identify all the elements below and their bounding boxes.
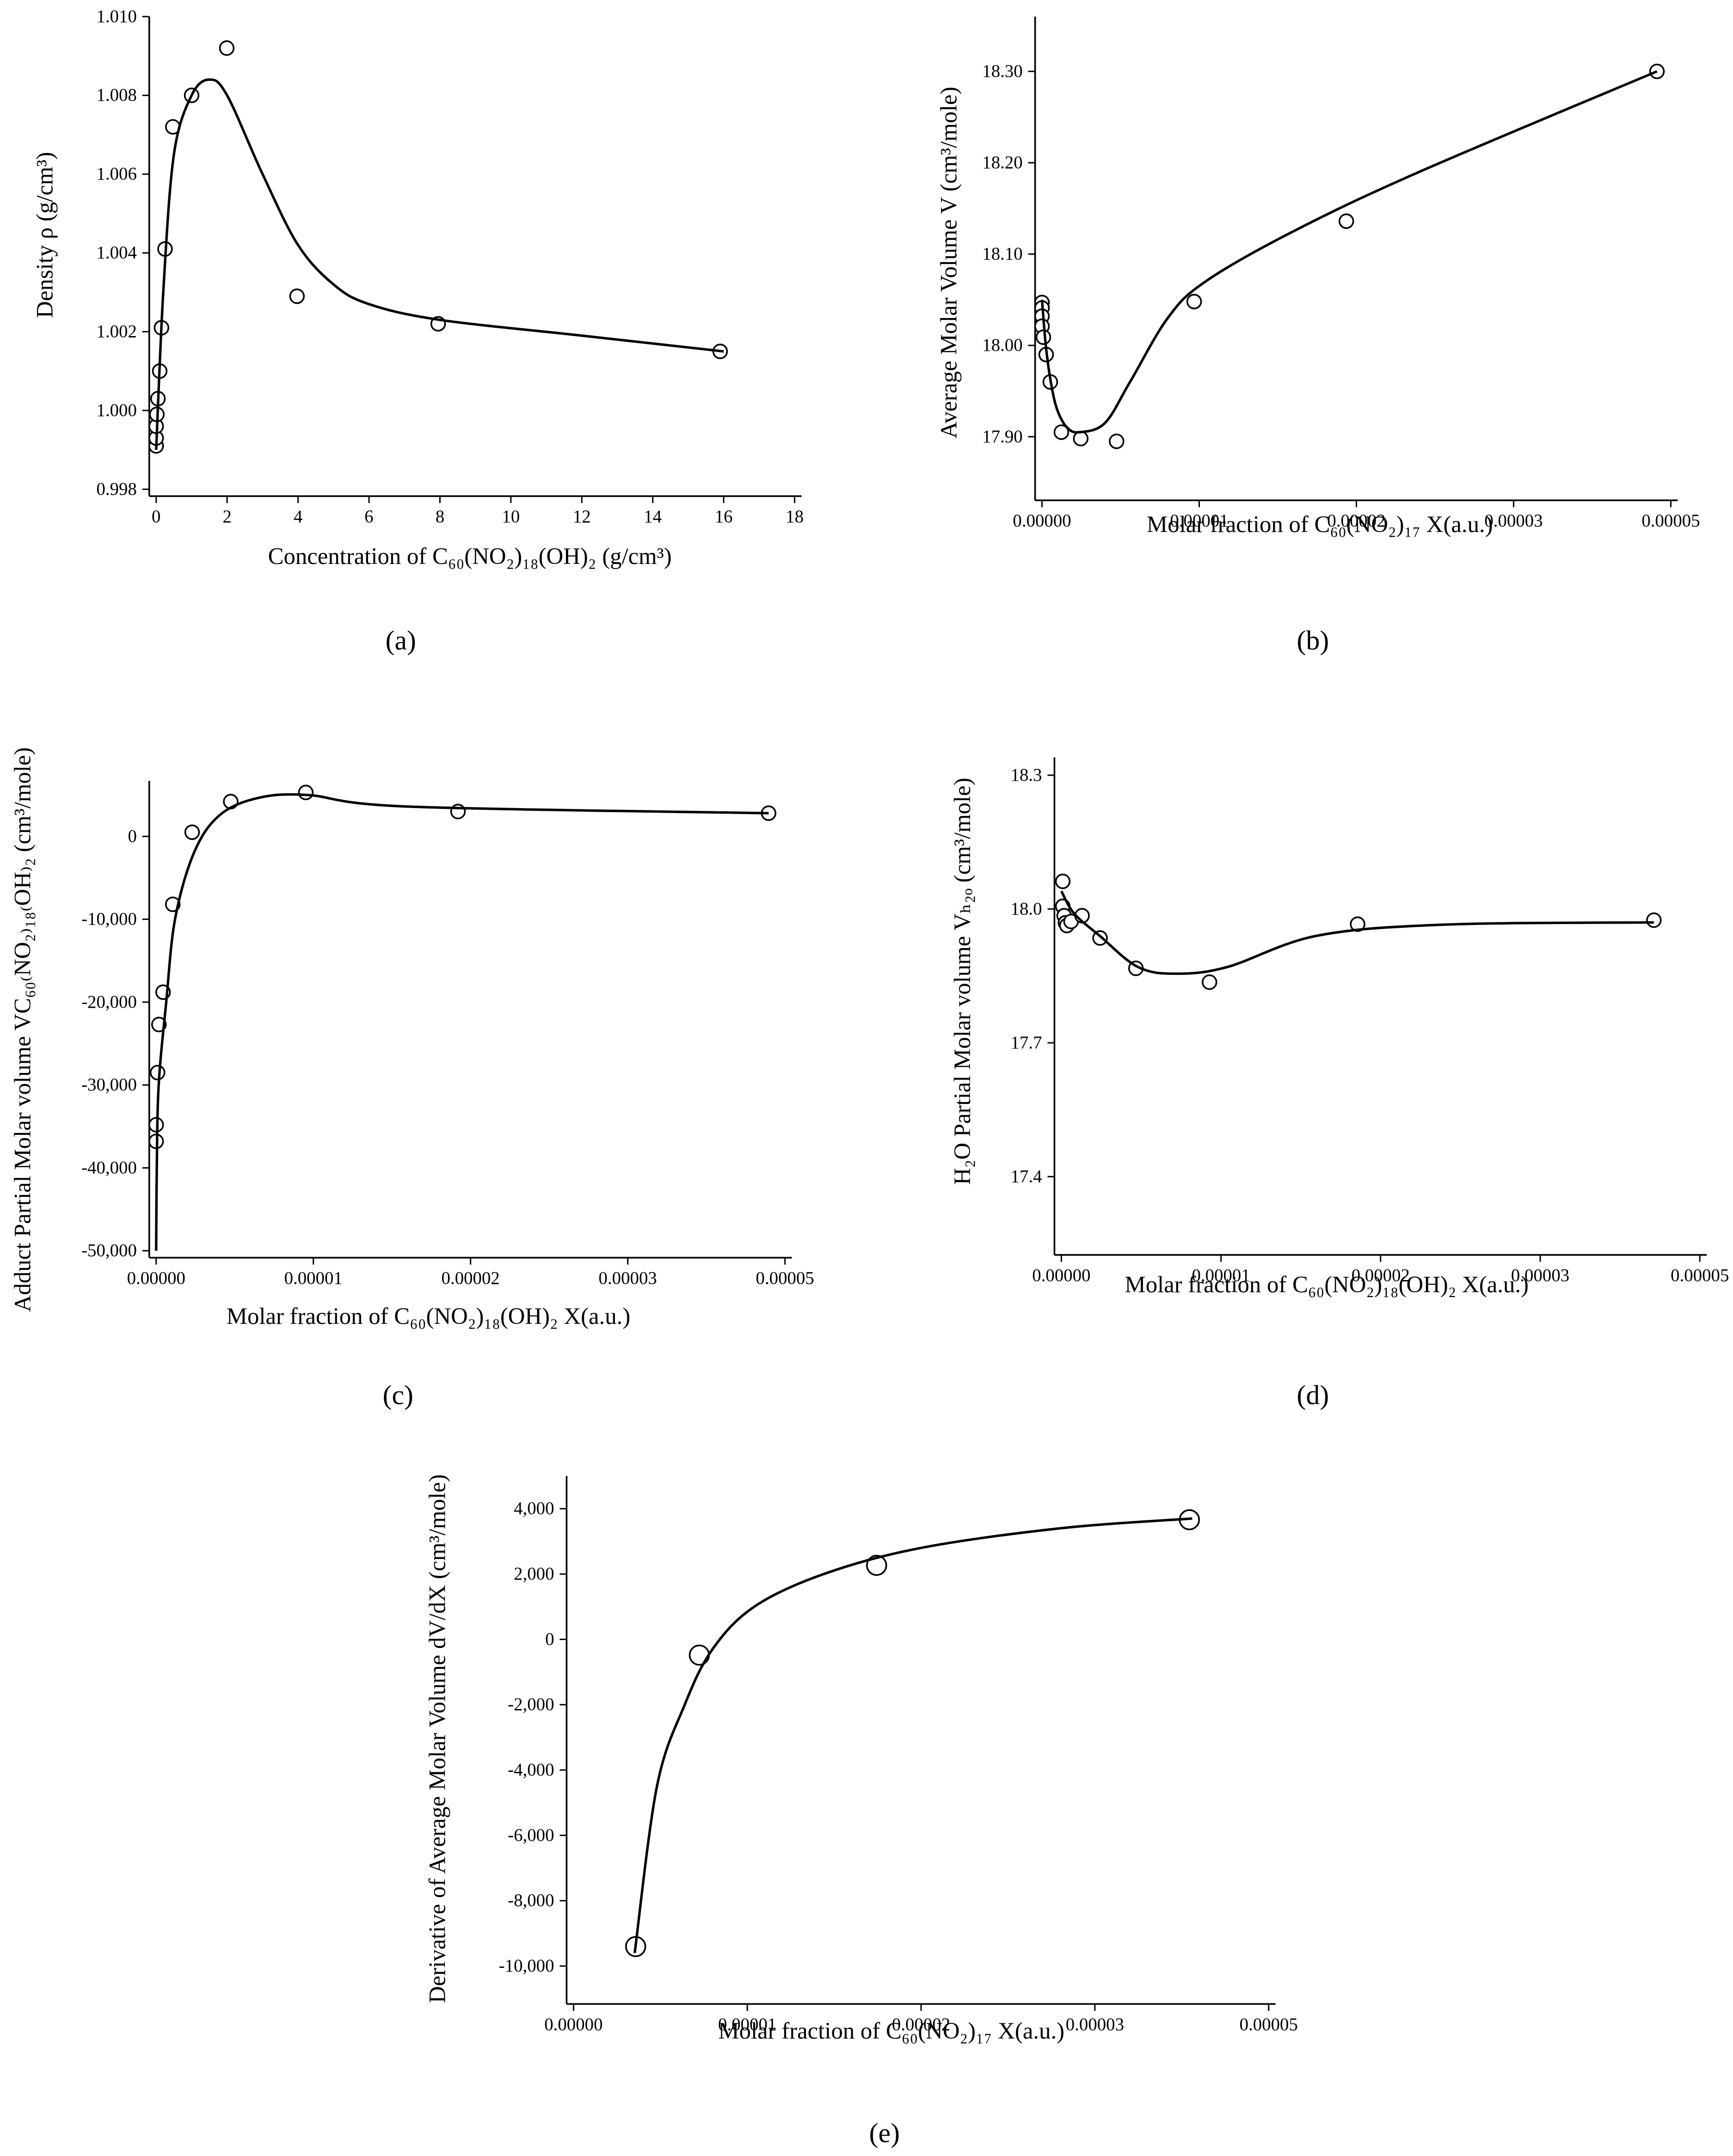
x-axis-title: Molar fraction of C₆₀(NO₂)₁₇ X(a.u.) bbox=[719, 2018, 1065, 2044]
y-tick-label: 18.00 bbox=[982, 335, 1022, 355]
panel-label: (d) bbox=[1297, 1380, 1329, 1410]
fit-curve bbox=[1060, 890, 1654, 975]
y-tick-label: -50,000 bbox=[81, 1241, 137, 1261]
data-point bbox=[1649, 63, 1665, 80]
y-axis-title: H₂O Partial Molar volume Vₕ₂ₒ (cm³/mole) bbox=[949, 778, 975, 1185]
y-tick-label: 1.004 bbox=[96, 243, 136, 263]
data-point bbox=[184, 824, 200, 840]
x-tick-label: 12 bbox=[573, 507, 591, 527]
data-point bbox=[289, 288, 305, 304]
x-tick-label: 0.00003 bbox=[599, 1268, 657, 1288]
y-tick-label: 18.10 bbox=[982, 244, 1022, 264]
y-tick-label: 0.998 bbox=[96, 479, 136, 499]
x-tick-label: 0.00000 bbox=[127, 1268, 185, 1288]
data-point bbox=[1186, 294, 1202, 310]
data-point bbox=[1202, 974, 1217, 990]
x-axis-title: Molar fraction of C₆₀(NO₂)₁₈(OH)₂ X(a.u.… bbox=[1125, 1271, 1529, 1297]
data-point bbox=[1646, 912, 1662, 928]
x-tick-label: 8 bbox=[436, 507, 444, 527]
x-tick-label: 18 bbox=[786, 507, 804, 527]
y-tick-label: 0 bbox=[128, 826, 136, 846]
y-tick-label: -20,000 bbox=[81, 992, 137, 1012]
y-tick-label: -10,000 bbox=[499, 1956, 554, 1976]
data-point bbox=[1109, 433, 1125, 449]
x-axis-title: Molar fraction of C₆₀(NO₂)₁₇ X(a.u.) bbox=[1147, 511, 1493, 537]
x-tick-label: 0.00002 bbox=[1327, 511, 1385, 531]
x-tick-label: 0.00003 bbox=[1511, 1265, 1569, 1285]
data-point bbox=[1073, 431, 1089, 447]
data-point bbox=[1053, 424, 1069, 440]
y-tick-label: 2,000 bbox=[514, 1564, 554, 1584]
x-tick-label: 0.00003 bbox=[1066, 2015, 1124, 2034]
x-tick-label: 0.00003 bbox=[1484, 511, 1542, 531]
y-tick-label: -6,000 bbox=[508, 1825, 554, 1845]
y-tick-label: 18.3 bbox=[1011, 765, 1042, 785]
y-tick-label: 18.0 bbox=[1011, 899, 1042, 919]
y-tick-label: -4,000 bbox=[508, 1760, 554, 1780]
x-tick-label: 0.00005 bbox=[1671, 1265, 1729, 1285]
x-tick-label: 2 bbox=[222, 507, 231, 527]
fit-curve bbox=[155, 78, 724, 450]
y-axis-title: Density ρ (g/cm³) bbox=[32, 152, 58, 318]
y-tick-label: 1.010 bbox=[96, 6, 136, 26]
panel-label: (e) bbox=[869, 2118, 900, 2148]
y-tick-label: 17.7 bbox=[1011, 1033, 1042, 1053]
y-tick-label: 0 bbox=[545, 1629, 554, 1649]
y-axis-title: Derivative of Average Molar Volume dV/dX… bbox=[424, 1474, 450, 2003]
x-tick-label: 0.00001 bbox=[1170, 511, 1228, 531]
y-tick-label: 18.20 bbox=[982, 153, 1022, 172]
y-tick-label: 4,000 bbox=[514, 1499, 554, 1519]
y-tick-label: -10,000 bbox=[81, 909, 137, 929]
x-tick-label: 16 bbox=[715, 507, 733, 527]
x-tick-label: 0.00000 bbox=[1032, 1265, 1090, 1285]
y-tick-label: -2,000 bbox=[508, 1695, 554, 1715]
fit-curve bbox=[633, 1517, 1192, 1954]
x-tick-label: 0.00000 bbox=[544, 2015, 602, 2034]
y-axis-title: Average Molar Volume V (cm³/mole) bbox=[935, 86, 961, 438]
data-point bbox=[1055, 873, 1071, 889]
x-tick-label: 0 bbox=[152, 507, 160, 527]
y-tick-label: 1.002 bbox=[96, 321, 136, 341]
y-tick-label: 1.006 bbox=[96, 164, 136, 184]
data-point bbox=[1339, 213, 1354, 229]
data-point bbox=[1350, 916, 1365, 932]
data-point bbox=[219, 40, 235, 56]
panel-label: (c) bbox=[383, 1380, 413, 1410]
fit-curve bbox=[155, 793, 769, 1251]
x-tick-label: 0.00002 bbox=[1352, 1265, 1410, 1285]
y-tick-label: 18.30 bbox=[982, 61, 1022, 81]
data-point bbox=[149, 1065, 166, 1081]
x-tick-label: 0.00002 bbox=[442, 1268, 500, 1288]
y-tick-label: -8,000 bbox=[508, 1891, 554, 1911]
x-tick-label: 14 bbox=[644, 507, 662, 527]
x-tick-label: 10 bbox=[502, 507, 520, 527]
fit-curve bbox=[1040, 70, 1658, 434]
x-axis-title: Concentration of C₆₀(NO₂)₁₈(OH)₂ (g/cm³) bbox=[268, 543, 672, 569]
x-tick-label: 0.00001 bbox=[718, 2015, 776, 2034]
x-tick-label: 0.00002 bbox=[892, 2015, 950, 2034]
x-tick-label: 0.00001 bbox=[1192, 1265, 1250, 1285]
data-point bbox=[688, 1644, 710, 1666]
y-tick-label: 1.008 bbox=[96, 85, 136, 105]
y-axis-title: Adduct Partial Molar volume VC₆₀₍NO₂₎₁₈₍… bbox=[10, 747, 36, 1312]
x-tick-label: 0.00005 bbox=[756, 1268, 814, 1288]
x-tick-label: 4 bbox=[294, 507, 302, 527]
x-tick-label: 0.00005 bbox=[1641, 511, 1700, 531]
y-tick-label: 17.90 bbox=[982, 427, 1022, 447]
y-tick-label: -40,000 bbox=[81, 1158, 137, 1177]
data-point bbox=[298, 784, 314, 801]
data-point bbox=[866, 1555, 887, 1576]
y-tick-label: -30,000 bbox=[81, 1075, 137, 1095]
x-tick-label: 0.00000 bbox=[1013, 511, 1071, 531]
panel-label: (a) bbox=[386, 625, 416, 655]
x-axis-title: Molar fraction of C₆₀(NO₂)₁₈(OH)₂ X(a.u.… bbox=[227, 1303, 630, 1329]
panel-label: (b) bbox=[1297, 625, 1329, 655]
x-tick-label: 6 bbox=[364, 507, 373, 527]
x-tick-label: 0.00005 bbox=[1240, 2015, 1298, 2034]
y-tick-label: 17.4 bbox=[1011, 1166, 1042, 1186]
y-tick-label: 1.000 bbox=[96, 400, 136, 420]
x-tick-label: 0.00001 bbox=[284, 1268, 343, 1288]
